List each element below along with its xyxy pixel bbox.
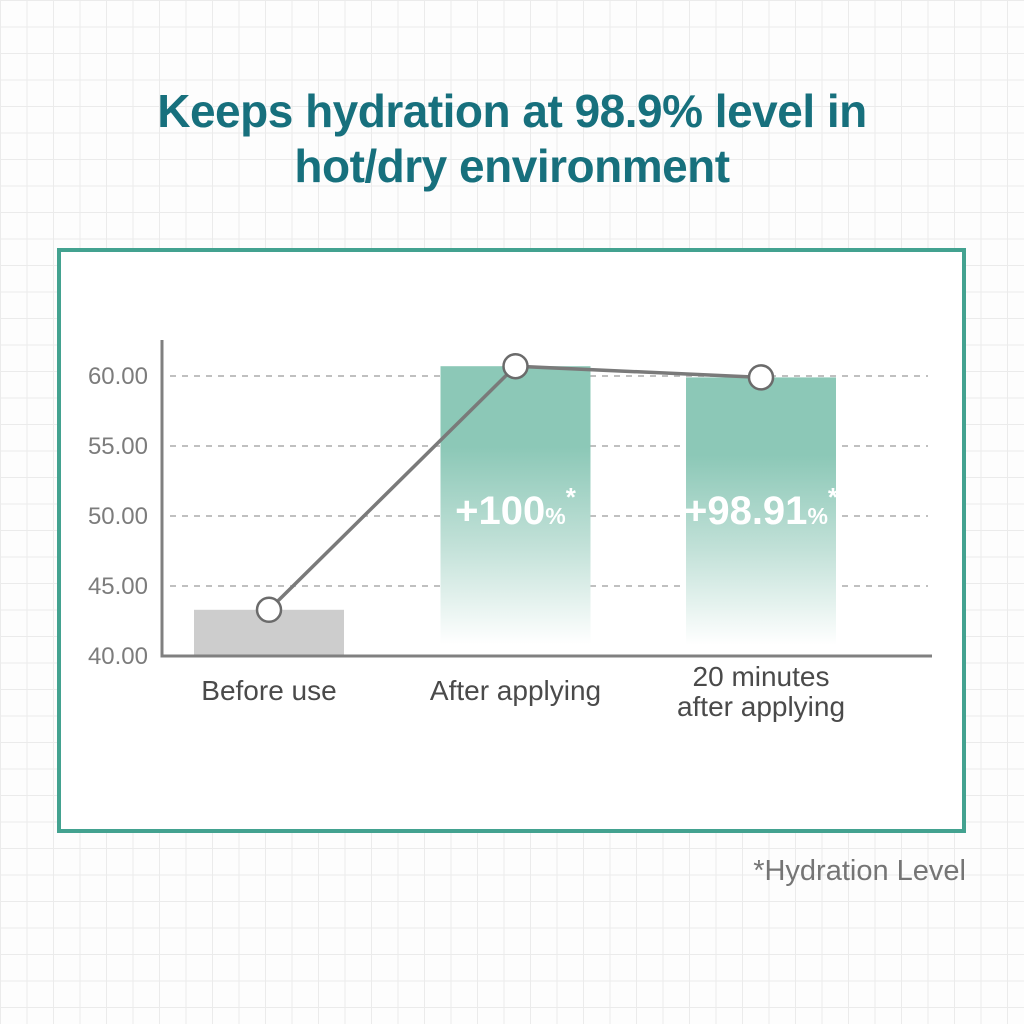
marker-after-applying <box>502 352 529 380</box>
y-tick-40: 40.00 <box>88 643 148 670</box>
y-tick-50: 50.00 <box>88 503 148 530</box>
marker-20-minutes-after-applying <box>747 364 775 391</box>
bar-value-label-20-minutes-after-applying: +98.91%* <box>684 482 839 533</box>
x-label-before-use: Before use <box>201 675 336 706</box>
page-title-line-2: hot/dry environment <box>294 140 730 192</box>
y-tick-45: 45.00 <box>88 573 148 600</box>
footnote: *Hydration Level <box>753 855 966 887</box>
chart-card: 40.00 45.00 50.00 55.00 60.00 +100%* +98.91%* B… <box>57 248 966 833</box>
page-title: Keeps hydration at 98.9% level in hot/dr… <box>0 84 1024 194</box>
page-title-line-1: Keeps hydration at 98.9% level in <box>157 85 867 137</box>
y-tick-55: 55.00 <box>88 433 148 460</box>
x-label-20-minutes-after-applying-line1: 20 minutes <box>693 661 830 692</box>
x-label-20-minutes-after-applying-line2: after applying <box>677 691 845 722</box>
marker-before-use <box>255 596 283 624</box>
bar-20-minutes-after-applying <box>686 377 836 656</box>
x-label-after-applying: After applying <box>430 675 601 706</box>
y-tick-60: 60.00 <box>88 363 148 390</box>
hydration-bar-chart: 40.00 45.00 50.00 55.00 60.00 +100%* +98.91%* B… <box>88 340 932 722</box>
bar-value-label-after-applying: +100%* <box>455 482 577 533</box>
